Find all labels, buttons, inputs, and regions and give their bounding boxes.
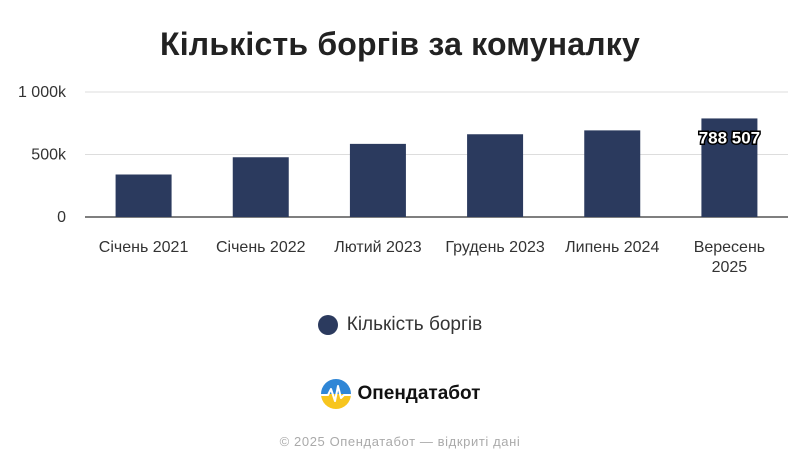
- legend: Кількість боргів: [0, 314, 800, 336]
- x-tick-label: Липень 2024: [565, 239, 659, 256]
- legend-swatch: [317, 315, 338, 335]
- y-tick-label: 500k: [31, 147, 67, 164]
- y-tick-label: 0: [57, 209, 66, 226]
- x-axis-labels: Січень 2021 Січень 2022 Лютий 2023 Грудень …: [99, 239, 765, 276]
- bar: [349, 143, 406, 217]
- x-tick-label: Січень 2021: [99, 239, 189, 256]
- bar: [467, 134, 524, 217]
- x-tick-label: Січень 2022: [216, 239, 306, 256]
- footer-copyright: © 2025 Опендатабот — відкриті дані: [279, 434, 521, 449]
- data-labels: 788 507: [697, 127, 761, 149]
- bar-chart: 0 500k 1 000k Січень 2021 Січень 2022 Лютий …: [18, 84, 788, 276]
- gridlines: [85, 91, 788, 218]
- bar: [701, 118, 758, 217]
- brand-name: Опендатабот: [357, 383, 481, 404]
- x-tick-label: Лютий 2023: [334, 239, 421, 256]
- x-tick-label: Вересень 2025: [694, 239, 765, 276]
- data-label: 788 507: [699, 128, 760, 147]
- brand: Опендатабот: [0, 378, 800, 410]
- bar: [115, 174, 172, 217]
- opendatabot-logo-icon: [320, 379, 351, 409]
- bars: [115, 118, 758, 217]
- y-axis-ticks: 0 500k 1 000k: [18, 84, 67, 226]
- bar: [232, 157, 289, 217]
- bar: [584, 130, 641, 217]
- y-tick-label: 1 000k: [18, 84, 67, 101]
- chart-title: Кількість боргів за комуналку: [159, 26, 640, 62]
- x-tick-label: Грудень 2023: [445, 239, 545, 256]
- legend-label: Кількість боргів: [346, 314, 483, 335]
